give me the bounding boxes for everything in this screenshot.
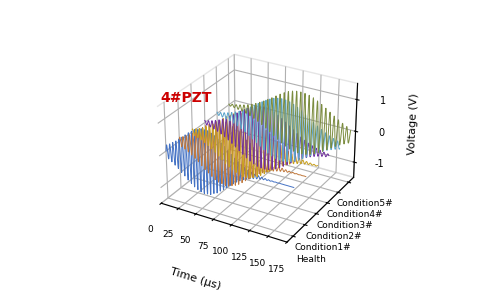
Text: 4#PZT: 4#PZT xyxy=(160,91,212,105)
X-axis label: Time (μs): Time (μs) xyxy=(170,267,222,290)
